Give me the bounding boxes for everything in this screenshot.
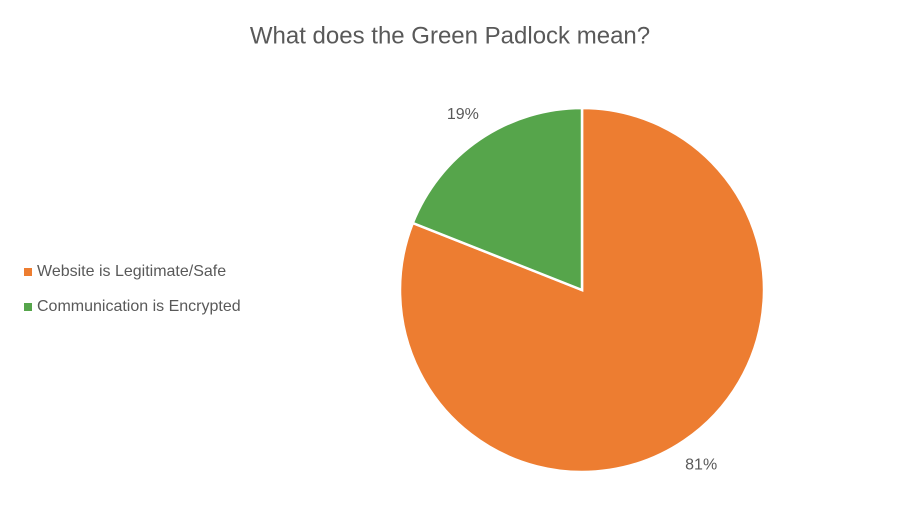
data-label: 19% bbox=[447, 106, 479, 123]
legend-swatch bbox=[24, 303, 32, 311]
pie-slice bbox=[398, 106, 766, 474]
legend-label: Communication is Encrypted bbox=[37, 298, 241, 315]
legend-swatch bbox=[24, 268, 32, 276]
chart-title: What does the Green Padlock mean? bbox=[250, 22, 650, 49]
legend-label: Website is Legitimate/Safe bbox=[37, 263, 226, 280]
data-label: 81% bbox=[685, 457, 717, 474]
pie-slice bbox=[411, 106, 584, 292]
